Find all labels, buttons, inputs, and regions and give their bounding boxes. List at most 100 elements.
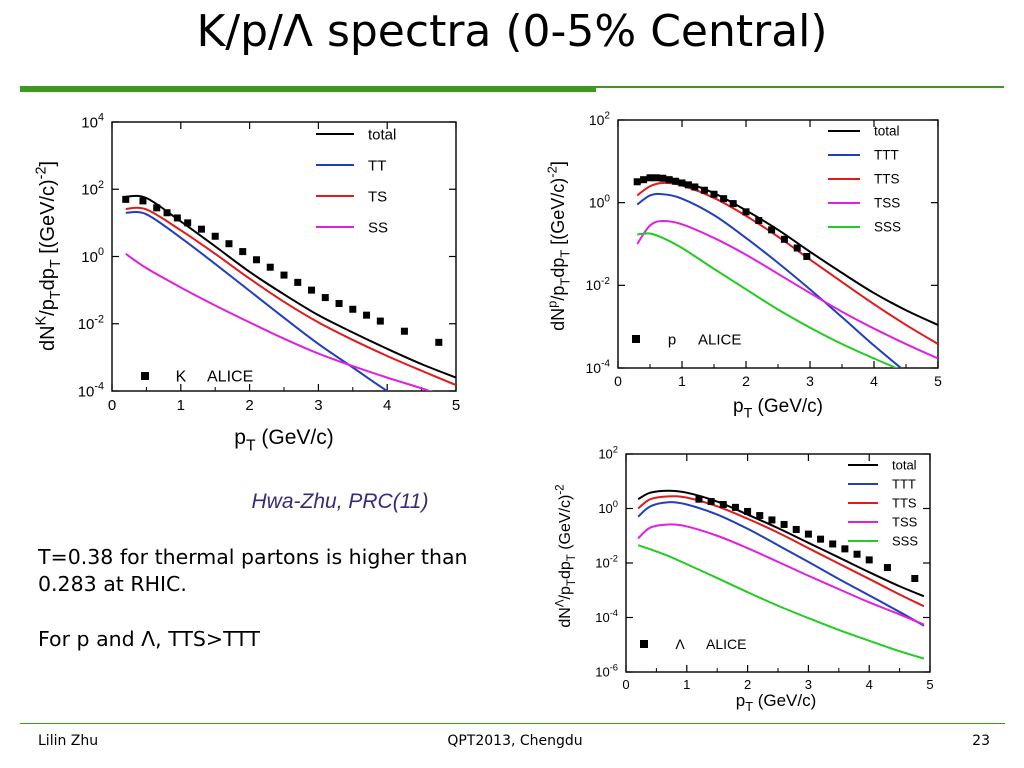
data-point	[197, 225, 205, 233]
series-line-tss	[636, 219, 938, 360]
data-point	[349, 305, 357, 313]
x-tick-label: 3	[805, 677, 812, 692]
data-point	[691, 183, 699, 191]
y-tick-label: 100	[589, 193, 611, 210]
data-point	[853, 550, 861, 558]
legend-label: TSS	[874, 196, 900, 211]
plot-frame	[111, 121, 457, 392]
note-tts-ttt: For p and Λ, TTS>TTT	[38, 627, 260, 651]
citation: Hwa-Zhu, PRC(11)	[202, 484, 478, 520]
data-point	[829, 540, 837, 548]
data-point	[780, 235, 788, 243]
x-tick-label: 0	[622, 677, 629, 692]
y-tick-label: 10-2	[585, 276, 610, 293]
data-point	[883, 564, 891, 572]
data-point	[744, 507, 752, 515]
x-tick-label: 0	[108, 397, 116, 414]
data-point	[803, 252, 811, 260]
title-rule-thin	[596, 86, 1004, 88]
data-point	[252, 256, 260, 264]
data-point	[376, 317, 384, 325]
data-point	[755, 217, 763, 225]
proton-spectrum-chart: 0 1 2 3 4 5 102 100 10-2 10-4 total TTT TTS TSS SSS p AL…	[544, 111, 942, 422]
series-line-tts	[637, 495, 925, 608]
x-tick-label: 4	[383, 397, 391, 414]
data-point	[435, 338, 443, 346]
kaon-spectrum-chart: 0 1 2 3 4 5 104 102 100 10-2 10-4 total TT TS SS K ALICE…	[34, 112, 461, 455]
data-point	[122, 195, 130, 203]
legend-label: TTS	[892, 496, 917, 511]
legend-label: TTS	[874, 172, 900, 187]
plot-frame	[625, 453, 931, 673]
alice-particle-label: K	[176, 369, 187, 386]
x-tick-label: 0	[614, 373, 622, 389]
data-point	[239, 248, 247, 256]
y-tick-label: 102	[589, 111, 611, 128]
note-temperature: T=0.38 for thermal partons is higher tha…	[38, 545, 468, 596]
data-point	[139, 197, 147, 205]
x-tick-label: 5	[452, 397, 460, 414]
x-axis-label: pT (GeV/c)	[234, 426, 334, 454]
x-tick-label: 4	[870, 373, 878, 389]
x-tick-label: 3	[314, 397, 322, 414]
lambda-spectrum-chart: 0 1 2 3 4 5 102 100 10-2 10-4 10-6 total TTT TTS TSS SS…	[554, 445, 933, 714]
data-point	[672, 177, 680, 185]
y-tick-label: 10-2	[78, 313, 104, 333]
y-axis-label: dNK/pTdpT [(GeV/c)-2]	[34, 161, 64, 351]
y-tick-label: 100	[598, 499, 618, 516]
data-point	[294, 278, 302, 286]
series-line-tt	[125, 211, 390, 391]
data-point	[707, 498, 715, 506]
data-point	[184, 219, 192, 227]
data-point	[665, 176, 673, 184]
proton-spectrum-panel: 0 1 2 3 4 5 102 100 10-2 10-4 total TTT TTS TSS SSS p AL…	[538, 96, 1004, 426]
data-point	[173, 214, 181, 222]
x-tick-label: 3	[806, 373, 814, 389]
alice-marker	[141, 372, 149, 380]
title-rule	[20, 86, 596, 92]
series-line-ss	[125, 253, 433, 391]
y-tick-label: 10-2	[595, 554, 618, 571]
data-point	[678, 179, 686, 187]
footer-conference: QPT2013, Chengdu	[447, 733, 583, 749]
series-line-ttt	[637, 501, 925, 627]
legend-label: total	[368, 126, 396, 143]
y-tick-label: 10-4	[595, 608, 618, 625]
data-point	[280, 271, 288, 279]
legend-label: TTT	[892, 477, 916, 492]
x-tick-label: 2	[742, 373, 750, 389]
series-group	[122, 194, 456, 391]
x-tick-label: 5	[926, 677, 933, 692]
data-point	[817, 535, 825, 543]
series-line-ts	[125, 206, 456, 387]
kaon-spectrum-panel: 0 1 2 3 4 5 104 102 100 10-2 10-4 total TT TS SS K ALICE…	[20, 94, 516, 468]
x-tick-label: 1	[177, 397, 185, 414]
data-point	[780, 520, 788, 528]
y-axis-label: dNp/pTdpT [(GeV/c)-2]	[544, 161, 572, 331]
legend-label: TT	[368, 157, 386, 174]
y-tick-label: 10-4	[585, 359, 610, 376]
series-line-ttt	[636, 192, 903, 368]
data-point	[841, 545, 849, 553]
data-point	[756, 512, 764, 520]
slide-title: K/p/Λ spectra (0-5% Central)	[196, 6, 828, 57]
data-point	[266, 263, 274, 271]
data-point	[684, 181, 692, 189]
data-point	[792, 525, 800, 533]
data-point	[768, 516, 776, 524]
legend-label: SSS	[892, 534, 918, 549]
data-point	[695, 495, 703, 503]
x-axis-label: pT (GeV/c)	[736, 691, 817, 714]
series-line-tts	[636, 181, 938, 345]
data-point	[719, 501, 727, 509]
x-tick-label: 5	[934, 373, 942, 389]
x-axis-label: pT (GeV/c)	[733, 396, 823, 422]
alice-marker	[640, 640, 648, 648]
data-point	[720, 195, 728, 203]
y-tick-label: 10-4	[78, 381, 104, 401]
x-tick-label: 2	[245, 397, 253, 414]
footer-rule	[20, 723, 1005, 724]
y-tick-label: 10-6	[595, 663, 618, 680]
series-group	[633, 174, 938, 368]
data-point	[633, 178, 641, 186]
